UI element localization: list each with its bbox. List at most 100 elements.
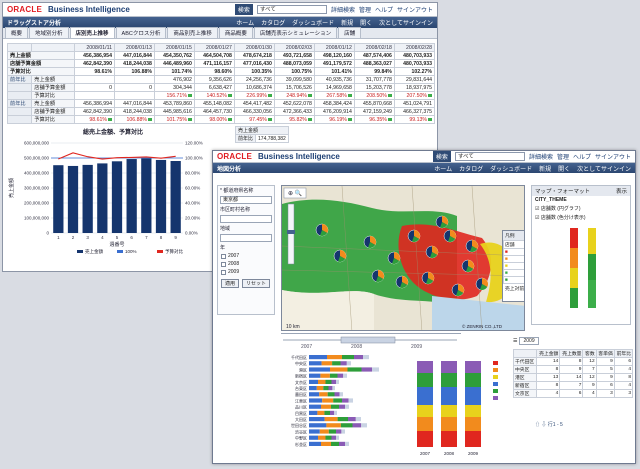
date-header[interactable]: 2008/01/15 <box>153 43 195 52</box>
nav-home[interactable]: ホーム <box>434 166 453 173</box>
date-header[interactable]: 2008/01/12 <box>313 43 355 52</box>
time-slider[interactable]: 2007 2008 2009 <box>281 333 461 350</box>
hbar-label: 中野区 <box>295 435 307 441</box>
back-header: ORACLE Business Intelligence 検索 すべて 詳細検索… <box>3 3 437 17</box>
date-header[interactable]: 2008/01/27 <box>193 43 235 52</box>
year-checkbox-2009[interactable]: 2009 <box>218 268 274 276</box>
table-row: 前年比 売上金額 476,902 9,356,626 24,256,736 39,099,… <box>6 75 436 84</box>
y2-tick-label: 40.00% <box>185 201 200 206</box>
year-checkbox-2007[interactable]: 2007 <box>218 252 274 260</box>
hbar-segment <box>330 410 335 415</box>
nav-new[interactable]: 新規 <box>539 166 552 173</box>
admin-link[interactable]: 管理 <box>358 8 371 14</box>
admin-link[interactable]: 管理 <box>556 155 569 161</box>
search-scope-select[interactable]: すべて <box>256 5 327 14</box>
status-flag-icon <box>267 117 272 121</box>
result-header[interactable]: 前年比 <box>613 349 634 358</box>
checkbox-icon[interactable] <box>221 269 226 275</box>
date-header[interactable]: 2008/01/13 <box>113 43 155 52</box>
tab-0[interactable]: 概要 <box>5 27 29 38</box>
nav-open[interactable]: 開く <box>558 166 571 173</box>
nav-open[interactable]: 開く <box>360 21 373 27</box>
hbar-segment <box>324 417 338 422</box>
result-cell: 5 <box>595 365 615 374</box>
nav-catalog[interactable]: カタログ <box>459 166 484 173</box>
table-cell: 101.74% <box>153 67 195 76</box>
reset-button[interactable]: リセット <box>242 279 271 288</box>
stack-year-label: 2009 <box>468 451 479 456</box>
layer-color[interactable]: ☑ 店舗数 (色分け表示) <box>535 215 586 221</box>
table-pager[interactable]: ⇧ ⇩ 行1 - 5 <box>535 422 563 428</box>
hbar-segment <box>309 410 318 415</box>
advanced-search-link[interactable]: 詳細検索 <box>528 155 553 161</box>
date-header[interactable]: 2008/02/28 <box>393 43 436 52</box>
year-dropdown[interactable]: 2009 <box>519 337 539 345</box>
table-cell: 101.41% <box>313 67 355 76</box>
sales-budget-chart: 総売上金額、予算対比 600,000,000 120.00% 500,000,000… <box>7 127 219 267</box>
tab-3[interactable]: ABCクロス分析 <box>115 27 167 38</box>
advanced-search-link[interactable]: 詳細検索 <box>330 8 355 14</box>
nav-new[interactable]: 新規 <box>341 21 354 27</box>
table-cell: 99.13% <box>393 115 436 124</box>
stack-legend-swatch <box>493 375 498 379</box>
nav-catalog[interactable]: カタログ <box>261 21 286 27</box>
result-cell: 8 <box>613 373 634 382</box>
result-row-name: 中央区 <box>512 365 538 374</box>
city-select[interactable] <box>220 215 272 223</box>
row-group: 店舗予算金額 <box>7 59 75 68</box>
tab-1[interactable]: 地域別分析 <box>29 27 69 38</box>
y2-tick-label: 60.00% <box>185 186 200 191</box>
checkbox-icon[interactable] <box>221 253 226 259</box>
checkbox-icon[interactable] <box>221 261 226 267</box>
legend-row: 店舗件数 <box>503 240 524 249</box>
svg-text:2008: 2008 <box>351 344 362 350</box>
nav-signin-as[interactable]: 次としてサインイン <box>577 166 631 173</box>
year-checkbox-2008[interactable]: 2008 <box>218 260 274 268</box>
result-header[interactable] <box>512 349 538 358</box>
hbar-segment <box>339 404 345 409</box>
date-header[interactable]: 2008/02/18 <box>353 43 395 52</box>
nav-home[interactable]: ホーム <box>236 21 255 27</box>
dashboard-title: ドラッグストア分析 <box>7 21 62 27</box>
region-select[interactable] <box>220 234 272 242</box>
help-link[interactable]: ヘルプ <box>572 155 591 161</box>
signout-link[interactable]: サインアウト <box>594 155 631 161</box>
date-header[interactable]: 2008/01/30 <box>233 43 275 52</box>
map-format-mode[interactable]: 表示 <box>615 189 627 195</box>
nav-dashboard[interactable]: ダッシュボード <box>292 21 335 27</box>
date-header[interactable]: 2008/02/03 <box>273 43 315 52</box>
result-header[interactable]: 売上金額 <box>536 349 561 358</box>
x-tick-label: 8 <box>160 235 163 240</box>
result-row: 千代田区 14 8 12 9 6 <box>512 357 634 366</box>
hbar-segment <box>341 429 345 434</box>
search-scope-select[interactable]: すべて <box>454 152 525 161</box>
bar <box>111 161 123 233</box>
ratio-line <box>58 152 176 160</box>
result-cell: 8 <box>559 357 584 366</box>
tab-2[interactable]: 店別売上推移 <box>69 27 115 38</box>
y-tick-label: 300,000,000 <box>24 186 50 191</box>
tab-5[interactable]: 商品概要 <box>218 27 253 38</box>
result-header[interactable]: 客数 <box>582 349 597 358</box>
result-header[interactable]: 客単価 <box>595 349 615 358</box>
tab-6[interactable]: 店舗売表示シミュレーション <box>253 27 338 38</box>
tab-7[interactable]: 店舗 <box>338 27 362 38</box>
nav-dashboard[interactable]: ダッシュボード <box>490 166 533 173</box>
result-header[interactable]: 売上数量 <box>559 349 584 358</box>
row-label: 店舗予算金額 <box>31 107 75 116</box>
nav-signin-as[interactable]: 次としてサインイン <box>379 21 433 27</box>
hbar-label: 中央区 <box>295 360 307 366</box>
hbar-segment <box>342 398 349 403</box>
bar <box>141 158 152 233</box>
layer-pie[interactable]: ☑ 店舗数 (円グラフ) <box>535 206 581 212</box>
map-svg[interactable]: ⊕ 🔍 10 km © ZENRIN CO.,LTD <box>282 186 525 331</box>
map-view[interactable]: ⊕ 🔍 10 km © ZENRIN CO.,LTD 凡例 店舗件数■100■3… <box>281 185 525 331</box>
legend-row: ■8 <box>503 262 524 270</box>
tab-4[interactable]: 商品別売上推移 <box>167 27 218 38</box>
prefecture-select[interactable]: 東京都 <box>220 196 272 204</box>
help-link[interactable]: ヘルプ <box>374 8 393 14</box>
apply-button[interactable]: 適用 <box>221 279 240 288</box>
date-header[interactable]: 2008/01/11 <box>73 43 115 52</box>
signout-link[interactable]: サインアウト <box>396 8 433 14</box>
map-pie-slice <box>378 270 385 279</box>
